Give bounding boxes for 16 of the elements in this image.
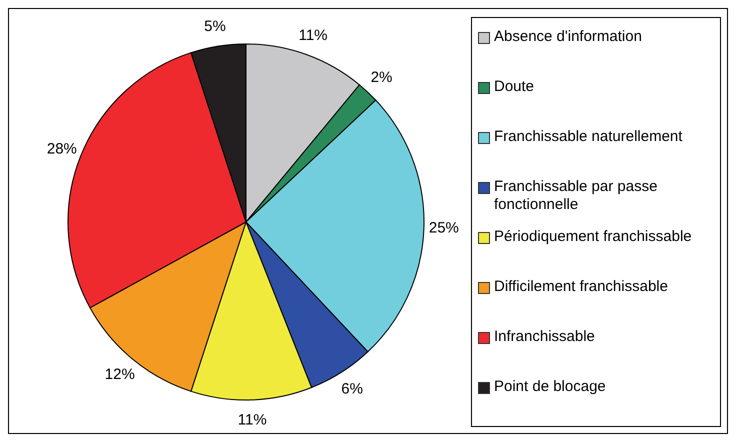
legend-label: Point de blocage — [494, 378, 606, 396]
legend-label: Absence d'information — [494, 28, 642, 46]
data-label: 11% — [238, 411, 267, 428]
data-label: 5% — [204, 18, 226, 35]
legend-label: Infranchissable — [494, 328, 595, 346]
data-label: 25% — [428, 220, 459, 237]
data-label: 6% — [341, 380, 363, 398]
legend-label: Difficilement franchissable — [494, 278, 668, 296]
legend-label: Franchissable naturellement — [494, 128, 682, 146]
data-label: 28% — [46, 140, 77, 158]
legend-label: Franchissable par passe fonctionnelle — [494, 178, 658, 214]
legend-label: Périodiquement franchissable — [494, 228, 692, 246]
data-label: 2% — [370, 69, 392, 86]
legend-label: Doute — [494, 78, 534, 96]
data-label: 11% — [298, 27, 328, 44]
data-label: 12% — [104, 366, 135, 384]
